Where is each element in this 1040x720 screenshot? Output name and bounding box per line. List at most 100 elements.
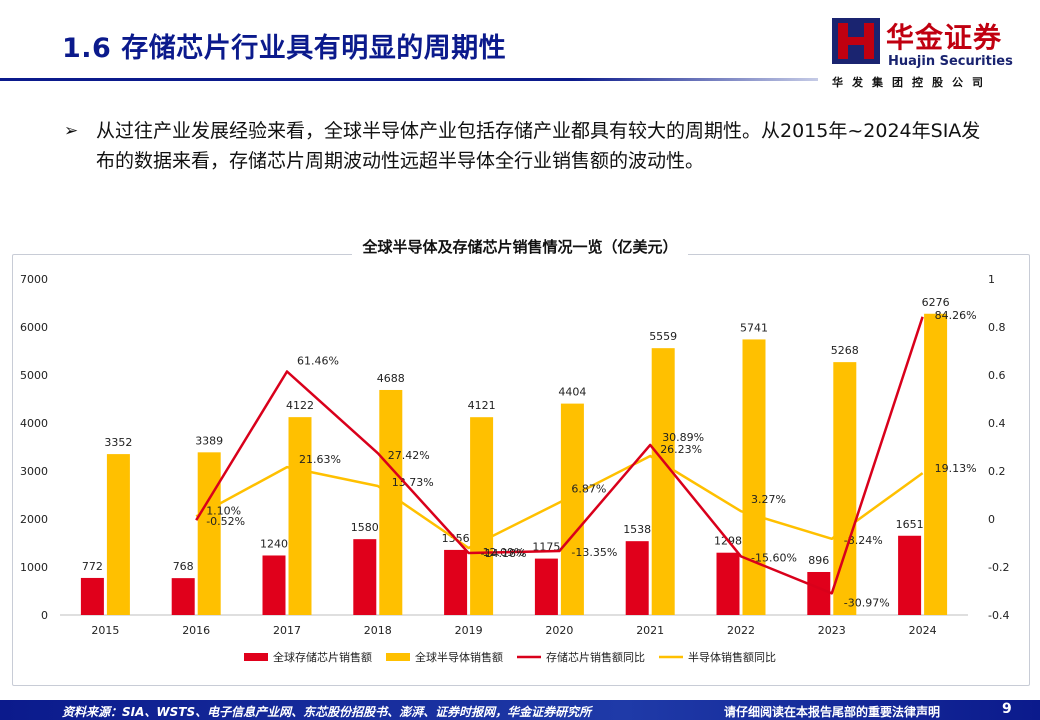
semiconductor-yoy-label: 3.27% bbox=[751, 493, 786, 506]
semiconductor-bar bbox=[742, 339, 766, 615]
y-right-tick-label: -0.2 bbox=[988, 561, 1009, 574]
y-left-tick-label: 4000 bbox=[20, 417, 48, 430]
slide-title: 1.6 存储芯片行业具有明显的周期性 bbox=[62, 33, 507, 64]
memory-yoy-line bbox=[195, 316, 924, 595]
x-tick-label: 2020 bbox=[545, 624, 573, 637]
semiconductor-bar bbox=[470, 417, 494, 615]
x-tick-label: 2018 bbox=[364, 624, 392, 637]
memory-bar bbox=[353, 539, 377, 615]
semiconductor-bar bbox=[288, 417, 312, 615]
sales-chart: 0 1000 2000 3000 4000 5000 6000 7000 -0.4 -0.2 0 0.… bbox=[20, 273, 1009, 664]
footer-bar bbox=[0, 700, 1040, 720]
memory-yoy-label: 27.42% bbox=[388, 449, 430, 462]
semiconductor-bar bbox=[924, 313, 948, 615]
memory-bar-label: 768 bbox=[173, 560, 194, 573]
semiconductor-bar bbox=[197, 452, 221, 615]
semiconductor-bar bbox=[833, 362, 857, 615]
memory-yoy-label: 61.46% bbox=[297, 354, 339, 367]
y-left-tick-label: 0 bbox=[41, 609, 48, 622]
memory-bar bbox=[807, 571, 831, 615]
y-left-tick-label: 7000 bbox=[20, 273, 48, 286]
chart-title: 全球半导体及存储芯片销售情况一览（亿美元） bbox=[352, 236, 688, 258]
page-number: 9 bbox=[1002, 701, 1012, 717]
memory-yoy-label: 84.26% bbox=[935, 309, 977, 322]
semiconductor-bar-label: 5741 bbox=[740, 321, 768, 334]
x-tick-label: 2015 bbox=[91, 624, 119, 637]
y-right-tick-label: 0.2 bbox=[988, 465, 1006, 478]
company-logo: 华金证券 Huajin Securities 华发集团控股公司 bbox=[832, 16, 1028, 92]
semiconductor-bar bbox=[379, 389, 403, 615]
y-left-tick-label: 1000 bbox=[20, 561, 48, 574]
x-tick-label: 2016 bbox=[182, 624, 210, 637]
chart-title-wrap: 全球半导体及存储芯片销售情况一览（亿美元） bbox=[0, 236, 1040, 258]
semiconductor-bar-label: 6276 bbox=[922, 296, 950, 309]
x-tick-label: 2019 bbox=[455, 624, 483, 637]
y-left-tick-label: 3000 bbox=[20, 465, 48, 478]
legend-semiconductor-sales-swatch bbox=[386, 653, 410, 661]
semiconductor-bar bbox=[106, 454, 130, 615]
semiconductor-yoy-label: 26.23% bbox=[660, 443, 702, 456]
semiconductor-yoy-label: 1.10% bbox=[206, 504, 241, 517]
legend-memory-sales-swatch bbox=[244, 653, 268, 661]
memory-bar-label: 1240 bbox=[260, 537, 288, 550]
memory-bar bbox=[625, 541, 649, 615]
semiconductor-bar-label: 4688 bbox=[377, 372, 405, 385]
memory-bar bbox=[262, 555, 286, 615]
memory-bar bbox=[898, 535, 922, 615]
semiconductor-bar bbox=[560, 403, 584, 615]
semiconductor-yoy-label: 21.63% bbox=[299, 453, 341, 466]
logo-english-name: Huajin Securities bbox=[888, 54, 1013, 69]
semiconductor-yoy-label: 19.13% bbox=[935, 462, 977, 475]
bullet-arrow-icon: ➢ bbox=[64, 121, 79, 141]
memory-bar-label: 896 bbox=[808, 554, 829, 567]
memory-yoy-label: -30.97% bbox=[844, 596, 890, 609]
memory-yoy-label: -13.35% bbox=[571, 546, 617, 559]
memory-bar-label: 1651 bbox=[896, 518, 924, 531]
logo-subtitle: 华发集团控股公司 bbox=[832, 76, 992, 89]
x-tick-label: 2022 bbox=[727, 624, 755, 637]
y-right-tick-label: 0.8 bbox=[988, 321, 1006, 334]
semiconductor-bar-label: 5268 bbox=[831, 344, 859, 357]
x-tick-label: 2023 bbox=[818, 624, 846, 637]
memory-bar-label: 1538 bbox=[623, 523, 651, 536]
y-right-tick-label: 1 bbox=[988, 273, 995, 286]
semiconductor-yoy-label: 13.73% bbox=[392, 476, 434, 489]
legend-memory-sales-label: 全球存储芯片销售额 bbox=[273, 650, 372, 664]
memory-bar bbox=[171, 578, 195, 615]
huajin-logo-icon bbox=[832, 18, 880, 64]
memory-bar bbox=[80, 577, 104, 615]
memory-bar-label: 772 bbox=[82, 560, 103, 573]
semiconductor-bar-label: 5559 bbox=[649, 330, 677, 343]
y-left-tick-label: 6000 bbox=[20, 321, 48, 334]
x-tick-label: 2017 bbox=[273, 624, 301, 637]
memory-bar bbox=[444, 549, 468, 615]
memory-bar bbox=[716, 552, 740, 615]
y-right-tick-label: 0 bbox=[988, 513, 995, 526]
footer-disclaimer: 请仔细阅读在本报告尾部的重要法律声明 bbox=[724, 705, 941, 719]
logo-name: 华金证券 bbox=[886, 21, 1003, 54]
y-right-tick-label: -0.4 bbox=[988, 609, 1009, 622]
semiconductor-bar-label: 3389 bbox=[195, 434, 223, 447]
memory-yoy-label: 30.89% bbox=[662, 431, 704, 444]
y-left-tick-label: 5000 bbox=[20, 369, 48, 382]
semiconductor-yoy-label: 6.87% bbox=[571, 483, 606, 496]
semiconductor-bar-label: 3352 bbox=[104, 436, 132, 449]
y-right-tick-label: 0.4 bbox=[988, 417, 1006, 430]
legend-semiconductor-yoy-label: 半导体销售额同比 bbox=[688, 650, 776, 664]
y-right-tick-label: 0.6 bbox=[988, 369, 1006, 382]
semiconductor-yoy-line bbox=[195, 454, 924, 550]
memory-bar-label: 1580 bbox=[351, 521, 379, 534]
semiconductor-bar bbox=[651, 348, 675, 615]
x-tick-label: 2024 bbox=[909, 624, 937, 637]
semiconductor-bar-label: 4122 bbox=[286, 399, 314, 412]
x-tick-label: 2021 bbox=[636, 624, 664, 637]
memory-yoy-label: -14.18% bbox=[481, 547, 527, 560]
memory-yoy-label: -15.60% bbox=[751, 551, 797, 564]
memory-bar bbox=[534, 558, 558, 615]
footer-source: 资料来源：SIA、WSTS、电子信息产业网、东芯股份招股书、澎湃、证券时报网，华… bbox=[62, 705, 592, 719]
memory-yoy-label: -0.52% bbox=[206, 515, 245, 528]
legend-memory-yoy-label: 存储芯片销售额同比 bbox=[546, 650, 645, 664]
bullet-text: 从过往产业发展经验来看，全球半导体产业包括存储产业都具有较大的周期性。从2015… bbox=[96, 120, 981, 172]
y-left-tick-label: 2000 bbox=[20, 513, 48, 526]
title-underline bbox=[0, 78, 818, 81]
